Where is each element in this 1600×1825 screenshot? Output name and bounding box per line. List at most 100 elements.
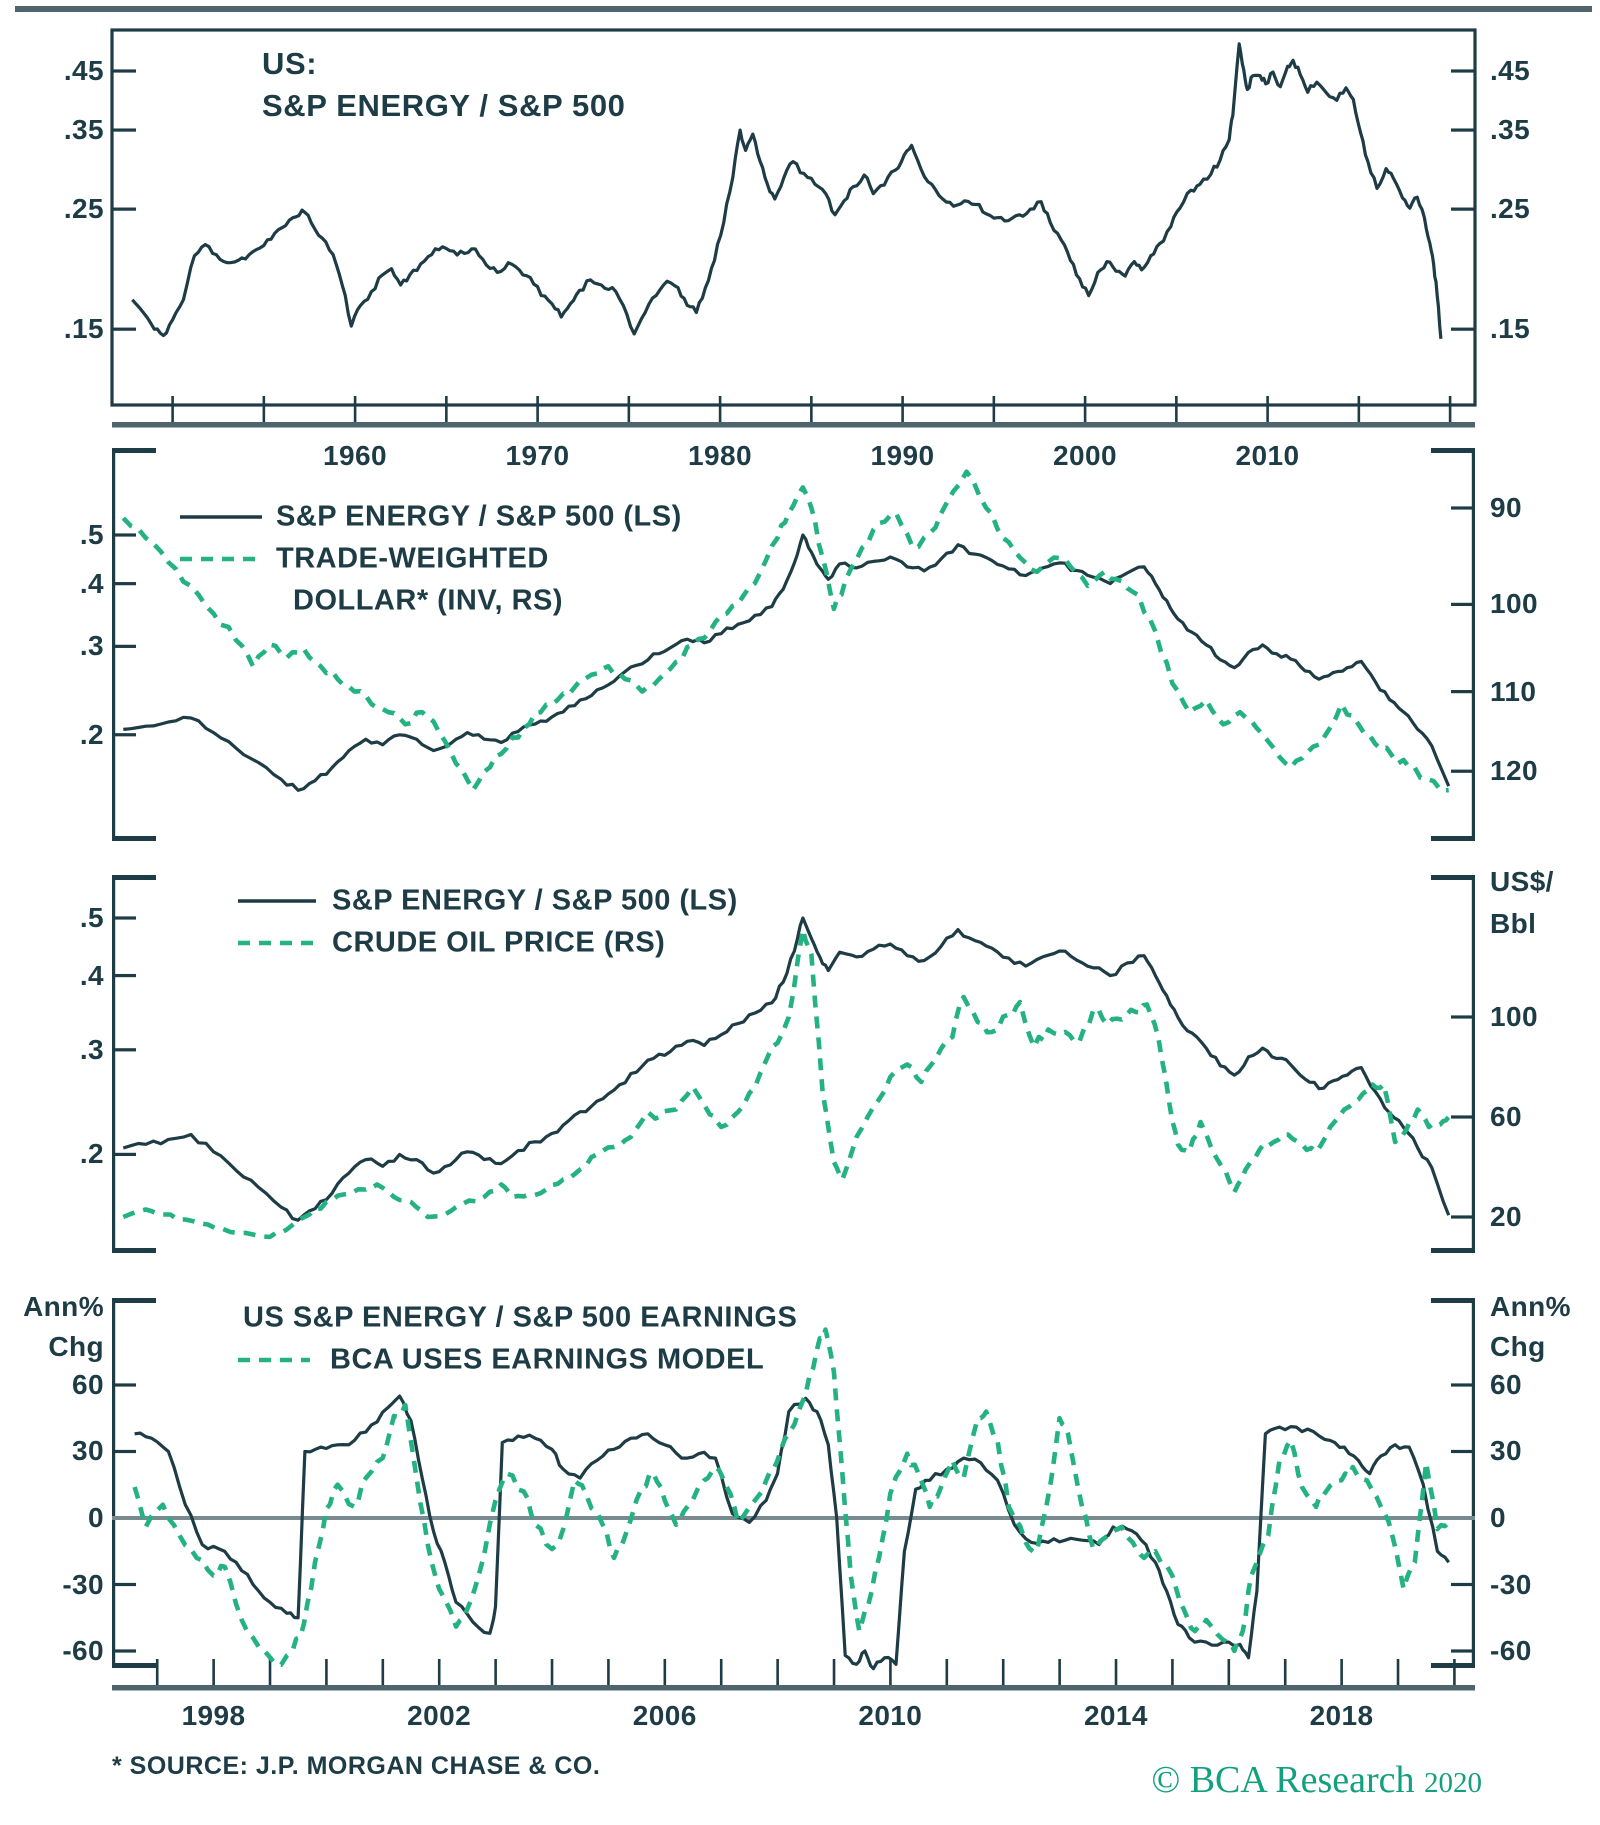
p2-green-dashed-line (121, 469, 1449, 794)
p1-tickL (112, 207, 136, 211)
panel3-right-unit-line2: Bbl (1490, 908, 1537, 939)
panel4-right-unit-line1: Ann% (1490, 1291, 1571, 1322)
panel1-year-axis (112, 422, 1475, 428)
panel1-ytick-left: .15 (63, 313, 104, 345)
panel2-ytick-left: .4 (79, 567, 104, 599)
bottom-year-axis-tick (1227, 1659, 1231, 1685)
bottom-year-axis-tick (381, 1659, 385, 1685)
p1-tickR (1451, 207, 1475, 211)
p2-left-axis (112, 448, 116, 841)
p1-tickL (112, 327, 136, 331)
bottom-year-axis (112, 1685, 1475, 1691)
p3-corner-serif-1 (112, 1248, 156, 1253)
panel1-xtick: 1990 (870, 440, 935, 471)
bottom-year-axis-tick (663, 1659, 667, 1685)
p4-tickL (112, 1649, 136, 1653)
panel1-xtick: 2000 (1053, 440, 1117, 471)
bottom-year-axis-tick (268, 1659, 272, 1685)
p2-tickR (1451, 506, 1475, 510)
panel2-legend-dollar-line1: TRADE-WEIGHTED (276, 542, 549, 575)
p3-corner-serif-0 (112, 875, 156, 880)
bottom-year-axis-tick (607, 1659, 610, 1685)
panel2-ytick-left: .5 (79, 519, 104, 550)
panel4-zero-line (112, 1516, 1475, 1520)
p2-tickL (112, 644, 136, 648)
panel1-year-axis-tick (353, 396, 357, 422)
bottom-year-axis-tick (1001, 1659, 1005, 1685)
p3-corner-serif-3 (1431, 1248, 1475, 1253)
bottom-year-axis-tick (1114, 1659, 1118, 1685)
panel2-ytick-right: 90 (1490, 492, 1522, 523)
panel4-ytick-right: -60 (1490, 1635, 1532, 1666)
panel1-ytick-right: .45 (1490, 55, 1531, 86)
panel1-xtick: 1970 (505, 440, 570, 471)
panel3-right-unit-line1: US$/ (1490, 866, 1554, 897)
panel1-year-axis-tick (627, 396, 631, 422)
p4-tickL (112, 1383, 136, 1387)
panel1-year-axis-tick (992, 396, 996, 422)
p4-tickR (1451, 1649, 1475, 1653)
panel3-ytick-right: 100 (1490, 1001, 1538, 1032)
panel1-year-axis-tick (262, 396, 266, 422)
bottom-year-axis-tick (155, 1659, 159, 1685)
p3-tickL (112, 1152, 136, 1157)
panel2-legend-ratio: S&P ENERGY / S&P 500 (LS) (276, 500, 682, 533)
bottom-year-axis-tick (1340, 1659, 1343, 1685)
panel1-ytick-right: .15 (1490, 313, 1531, 345)
p2-right-axis (1471, 448, 1475, 841)
bottom-xtick: 2010 (858, 1700, 923, 1731)
p3-dark-line (122, 916, 1451, 1222)
panel4-title: US S&P ENERGY / S&P 500 EARNINGS (243, 1301, 798, 1334)
bottom-xtick: 1998 (181, 1700, 246, 1731)
bottom-year-axis-tick (437, 1659, 441, 1685)
bottom-xtick: 2002 (407, 1700, 472, 1731)
p2-tickR (1451, 769, 1475, 773)
bottom-year-axis-tick (212, 1659, 215, 1685)
panel1-title-line2: S&P ENERGY / S&P 500 (262, 88, 626, 123)
panel4-ytick-left: -60 (62, 1635, 104, 1666)
panel3-ytick-left: .5 (79, 902, 104, 933)
p3-tickR (1451, 1115, 1475, 1119)
top-rule (15, 6, 1592, 12)
p4-green-dashed-line (132, 1327, 1451, 1667)
p1-tickR (1451, 327, 1475, 331)
panel3-ytick-left: .4 (79, 959, 104, 991)
p2-tickR (1451, 690, 1475, 694)
p3-corner-serif-2 (1431, 875, 1475, 880)
panel4-ytick-left: 0 (88, 1502, 104, 1533)
panel1-ytick-left: .35 (63, 114, 104, 146)
panel1-xtick: 1980 (688, 440, 752, 471)
panel2-ytick-left: .3 (79, 630, 104, 662)
p2-tickL (112, 582, 136, 586)
panel1-year-axis-tick (445, 396, 448, 422)
p3-tickL (112, 916, 136, 920)
panel1-year-axis-tick (810, 396, 813, 422)
panel1-xtick: 1960 (323, 440, 387, 471)
p2-tickR (1451, 602, 1475, 607)
panel1-year-axis-tick (1448, 396, 1452, 422)
panel1-ytick-left: .45 (63, 55, 104, 86)
p2-corner-serif-2 (1431, 448, 1475, 453)
panel1-year-axis-tick (536, 396, 539, 422)
panel4-left-unit-line1: Ann% (23, 1291, 104, 1322)
p4-corner-serif-1 (112, 1663, 156, 1668)
p4-tickL (112, 1449, 136, 1454)
panel1-year-axis-tick (1175, 396, 1178, 422)
panel4-ytick-right: 60 (1490, 1368, 1522, 1400)
p4-dark-line (134, 1394, 1450, 1671)
p1-tickL (112, 128, 136, 132)
bottom-year-axis-tick (945, 1659, 949, 1685)
panel1-ytick-right: .25 (1490, 193, 1531, 225)
p4-tickR (1451, 1383, 1475, 1387)
panel4-ytick-left: 30 (72, 1435, 104, 1467)
bottom-year-axis-tick (1453, 1659, 1456, 1685)
panel1-title-line1: US: (262, 46, 318, 81)
panel4-left-unit-line2: Chg (48, 1331, 104, 1362)
panel4-right-unit-line2: Chg (1490, 1331, 1546, 1362)
bottom-year-axis-tick (550, 1659, 554, 1685)
bottom-year-axis-tick (1396, 1659, 1400, 1685)
panel1-ytick-right: .35 (1490, 114, 1531, 146)
panel3-legend-ratio: S&P ENERGY / S&P 500 (LS) (332, 884, 738, 917)
p1-tickR (1451, 128, 1475, 132)
bottom-xtick: 2018 (1309, 1700, 1374, 1731)
